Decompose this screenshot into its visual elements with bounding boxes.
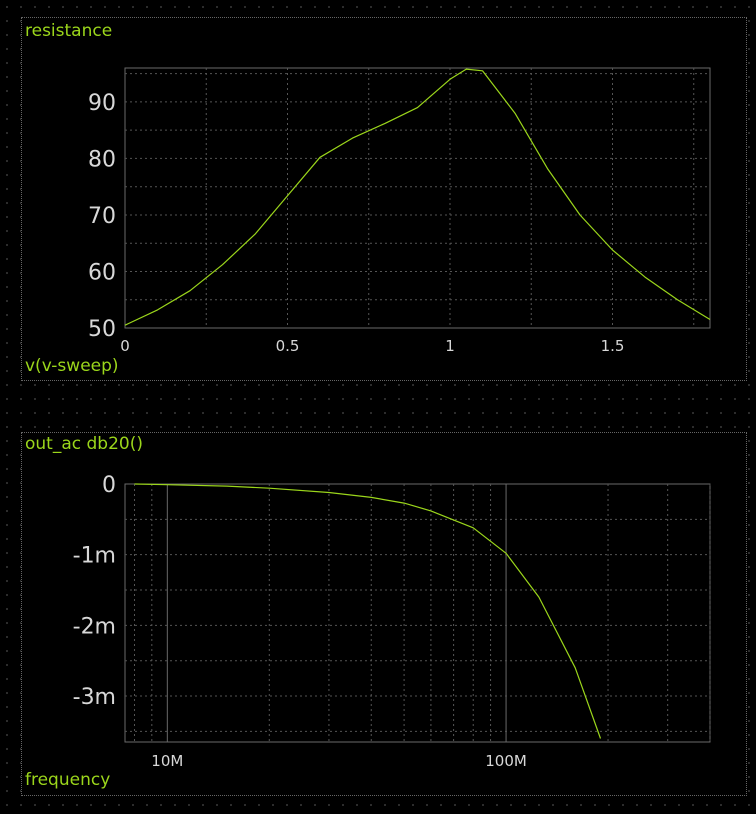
y-tick-label: 0: [102, 473, 116, 498]
resistance-panel: resistance v(v-sweep): [21, 17, 747, 381]
plot-frame: [124, 67, 711, 329]
y-tick-label: 60: [88, 260, 116, 285]
y-tick-label: -3m: [73, 685, 116, 710]
x-tick-label: 10M: [151, 752, 183, 770]
x-tick-label: 0.5: [276, 337, 300, 355]
y-tick-label: 50: [88, 317, 116, 342]
y-tick-label: -1m: [73, 544, 116, 569]
y-tick-label: 90: [88, 91, 116, 116]
x-tick-label: 1: [445, 337, 455, 355]
resistance-curve: [124, 68, 711, 326]
x-tick-label: 0: [120, 337, 130, 355]
plot-frame: [124, 483, 711, 743]
y-tick-label: -2m: [73, 614, 116, 639]
x-tick-label: 100M: [485, 752, 527, 770]
y-tick-label: 70: [88, 204, 116, 229]
x-axis-label: v(v-sweep): [25, 356, 119, 376]
chart-title: resistance: [25, 21, 113, 41]
y-tick-label: 80: [88, 147, 116, 172]
x-tick-label: 1.5: [601, 337, 625, 355]
x-axis-label: frequency: [25, 770, 111, 790]
chart-title: out_ac db20(): [25, 434, 143, 454]
gain-panel: out_ac db20() frequency: [21, 432, 747, 796]
db20-curve: [134, 483, 602, 739]
